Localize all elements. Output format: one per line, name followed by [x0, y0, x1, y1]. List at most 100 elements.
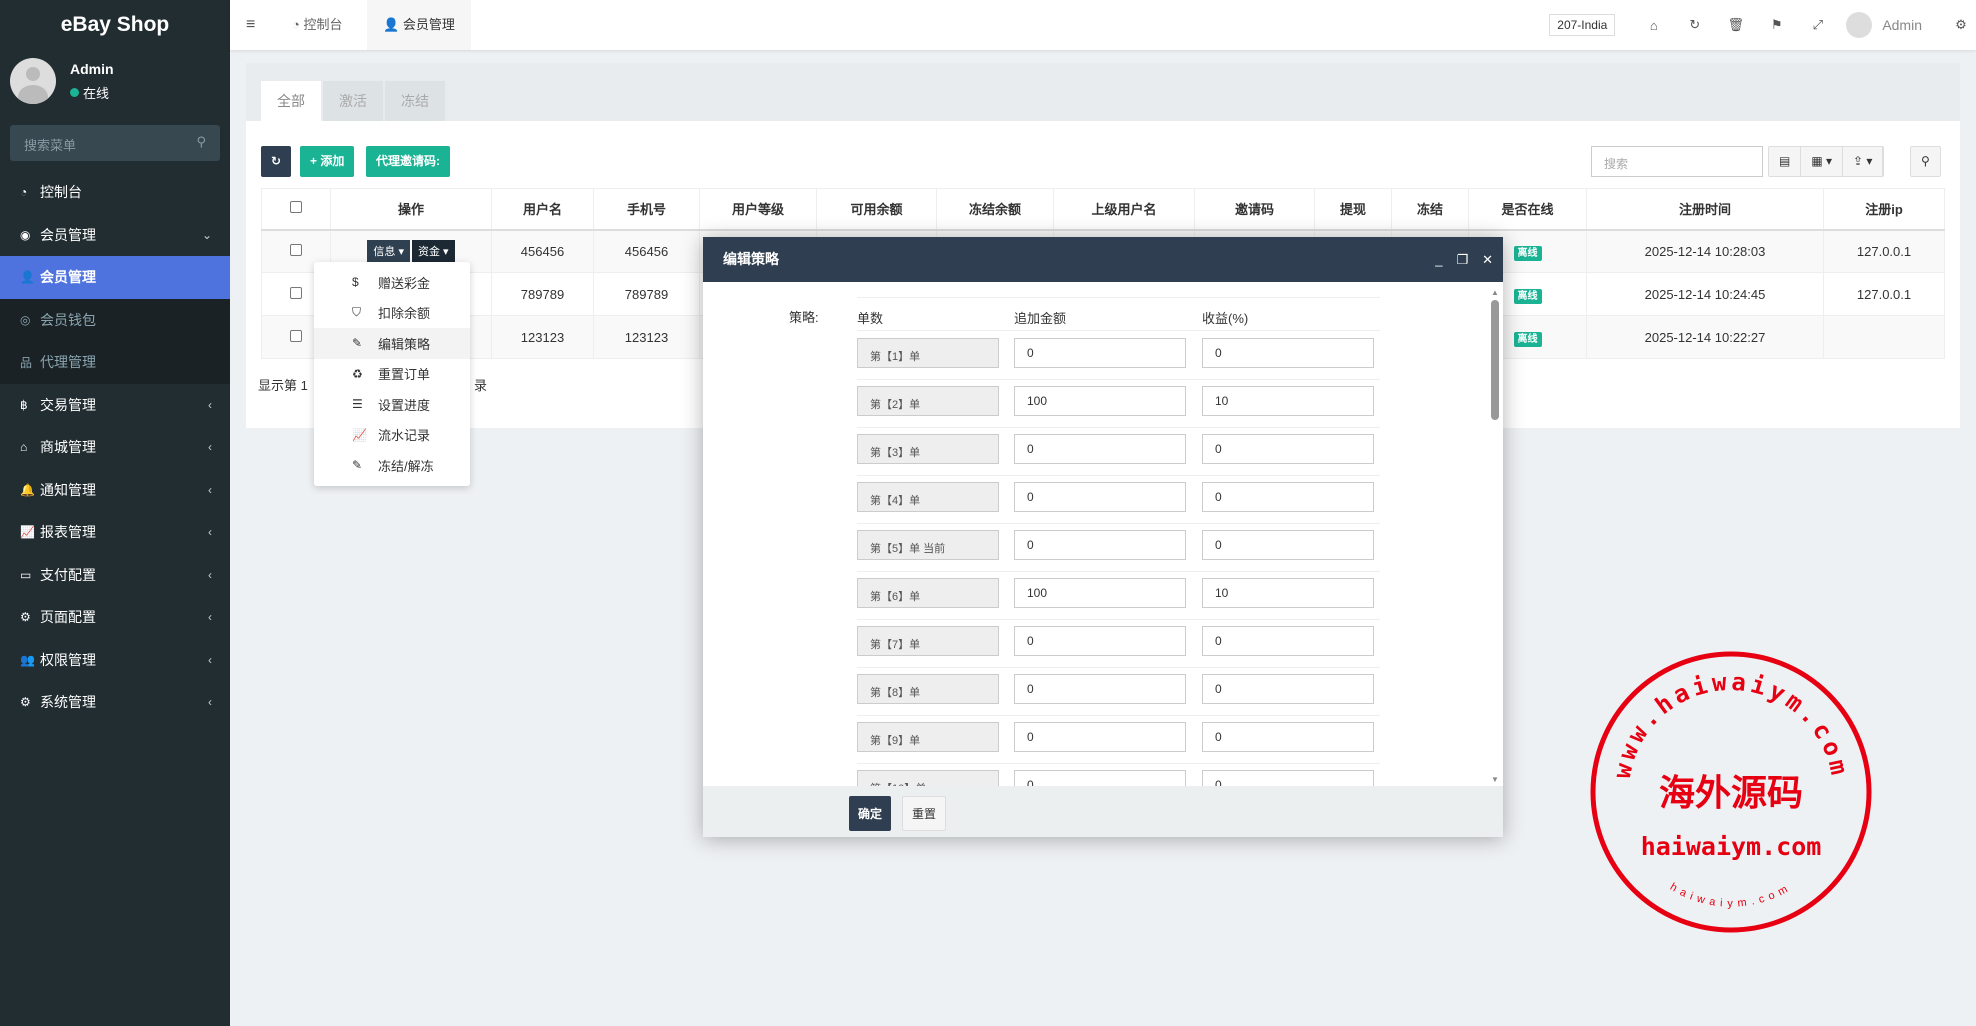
column-header[interactable]: 冻结余额 — [936, 188, 1054, 231]
menu-item[interactable]: ⛉ 扣除余额 — [314, 298, 470, 329]
sidebar-item-12[interactable]: ⚙ 系统管理 ‹ — [0, 681, 230, 724]
menu-item[interactable]: 📈 流水记录 — [314, 420, 470, 451]
fund-dropdown-button[interactable]: 资金 ▾ — [412, 240, 455, 263]
strategy-label: 策略: — [789, 310, 819, 325]
menu-item-label: 冻结/解冻 — [378, 458, 434, 474]
chevron-left-icon: ‹ — [208, 397, 212, 412]
column-header[interactable]: 冻结 — [1391, 188, 1469, 231]
rate-input[interactable]: 0 — [1202, 530, 1374, 560]
rate-input[interactable]: 0 — [1202, 626, 1374, 656]
sidebar-item-2[interactable]: 👤 会员管理 — [0, 256, 230, 299]
rate-input[interactable]: 0 — [1202, 770, 1374, 786]
amount-input[interactable]: 100 — [1014, 386, 1186, 416]
column-header[interactable]: 注册ip — [1823, 188, 1945, 231]
admin-name[interactable]: Admin — [1882, 17, 1922, 33]
admin-avatar[interactable] — [1846, 12, 1873, 38]
checkbox[interactable] — [290, 329, 302, 342]
sidebar-item-7[interactable]: 🔔 通知管理 ‹ — [0, 469, 230, 512]
sidebar-item-5[interactable]: ฿ 交易管理 ‹ — [0, 384, 230, 427]
amount-input[interactable]: 0 — [1014, 626, 1186, 656]
select-all-checkbox[interactable] — [261, 188, 331, 231]
menu-search-input[interactable]: 搜索菜单 ⚲ — [10, 125, 220, 161]
search-input[interactable]: 搜索 — [1591, 146, 1763, 177]
list-view-icon[interactable]: ▤ — [1769, 147, 1802, 176]
column-header[interactable]: 操作 — [330, 188, 492, 231]
menu-item[interactable]: ✎ 编辑策略 — [314, 328, 470, 359]
rate-input[interactable]: 0 — [1202, 722, 1374, 752]
tab-dashboard[interactable]: ◔ 控制台 — [292, 17, 343, 32]
sidebar-item-4[interactable]: 品代理管理 — [0, 341, 230, 384]
export-icon[interactable]: ⇪ ▾ — [1843, 147, 1884, 176]
strategy-row: 第【2】单 100 10 — [857, 380, 1380, 428]
sidebar-item-8[interactable]: 📈 报表管理 ‹ — [0, 511, 230, 554]
home-icon[interactable]: ⌂ — [1649, 17, 1658, 33]
column-header[interactable]: 用户名 — [491, 188, 594, 231]
strategy-row: 第【3】单 0 0 — [857, 428, 1380, 476]
reset-button[interactable]: 重置 — [902, 796, 947, 831]
column-header[interactable]: 可用余额 — [816, 188, 937, 231]
sidebar-item-1[interactable]: ◉ 会员管理 ⌄ — [0, 214, 230, 257]
amount-input[interactable]: 0 — [1014, 722, 1186, 752]
locale-selector[interactable]: 207-India — [1549, 14, 1616, 36]
sidebar-item-label: 商城管理 — [40, 439, 96, 456]
translate-icon[interactable]: ⚑ — [1770, 17, 1783, 32]
amount-input[interactable]: 0 — [1014, 530, 1186, 560]
columns-icon[interactable]: ▦ ▾ — [1801, 147, 1844, 176]
modal-scrollbar[interactable]: ▲ ▼ — [1491, 288, 1499, 784]
menu-item[interactable]: ♻ 重置订单 — [314, 359, 470, 390]
amount-input[interactable]: 0 — [1014, 482, 1186, 512]
search-button[interactable]: ⚲ — [1910, 146, 1941, 177]
amount-input[interactable]: 0 — [1014, 434, 1186, 464]
sidebar-item-label: 会员管理 — [40, 269, 96, 286]
checkbox[interactable] — [290, 286, 302, 299]
sidebar-item-3[interactable]: ◎ 会员钱包 — [0, 299, 230, 342]
amount-input[interactable]: 100 — [1014, 578, 1186, 608]
info-dropdown-button[interactable]: 信息 ▾ — [367, 240, 410, 263]
tab-member-management[interactable]: 👤 会员管理 — [367, 0, 471, 50]
column-header[interactable]: 手机号 — [593, 188, 700, 231]
tab-all[interactable]: 全部 — [261, 81, 321, 121]
add-button[interactable]: + 添加 — [300, 146, 355, 177]
tab-active[interactable]: 激活 — [323, 81, 383, 121]
user-name: Admin — [70, 60, 114, 77]
sidebar-item-10[interactable]: ⚙ 页面配置 ‹ — [0, 596, 230, 639]
refresh-icon[interactable]: ↻ — [1689, 17, 1701, 32]
invite-code-button[interactable]: 代理邀请码: — [366, 146, 450, 177]
table-cell: 456456 — [593, 229, 700, 273]
column-header[interactable]: 上级用户名 — [1053, 188, 1195, 231]
checkbox[interactable] — [290, 243, 302, 256]
order-label: 第【1】单 — [857, 338, 999, 368]
fullscreen-icon[interactable]: ⤢ — [1812, 17, 1824, 32]
rate-input[interactable]: 0 — [1202, 482, 1374, 512]
column-header[interactable]: 提现 — [1314, 188, 1392, 231]
amount-input[interactable]: 0 — [1014, 338, 1186, 368]
rate-input[interactable]: 10 — [1202, 386, 1374, 416]
close-icon[interactable]: ✕ — [1482, 252, 1493, 267]
column-header[interactable]: 邀请码 — [1194, 188, 1315, 231]
rate-input[interactable]: 0 — [1202, 674, 1374, 704]
trash-icon[interactable]: 🗑 — [1727, 17, 1745, 32]
amount-input[interactable]: 0 — [1014, 770, 1186, 786]
refresh-button[interactable]: ↻ — [261, 146, 292, 177]
maximize-icon[interactable]: ❐ — [1456, 252, 1469, 267]
sidebar-item-6[interactable]: ⌂ 商城管理 ‹ — [0, 426, 230, 469]
menu-item[interactable]: ☰ 设置进度 — [314, 389, 470, 420]
sidebar-item-0[interactable]: ◔ 控制台 — [0, 171, 230, 214]
sidebar-item-11[interactable]: 👥 权限管理 ‹ — [0, 639, 230, 682]
menu-item[interactable]: ✎ 冻结/解冻 — [314, 450, 470, 481]
sidebar-item-9[interactable]: ▭ 支付配置 ‹ — [0, 554, 230, 597]
confirm-button[interactable]: 确定 — [849, 796, 892, 831]
rate-input[interactable]: 10 — [1202, 578, 1374, 608]
column-header[interactable]: 是否在线 — [1468, 188, 1587, 231]
column-header[interactable]: 用户等级 — [699, 188, 817, 231]
hamburger-icon[interactable]: ≡ — [246, 16, 256, 33]
settings-icon[interactable]: ⚙ — [1955, 17, 1967, 32]
checkbox[interactable] — [290, 201, 302, 214]
rate-input[interactable]: 0 — [1202, 434, 1374, 464]
tab-frozen[interactable]: 冻结 — [385, 81, 445, 121]
menu-item[interactable]: $ 赠送彩金 — [314, 267, 470, 298]
rate-input[interactable]: 0 — [1202, 338, 1374, 368]
column-header[interactable]: 注册时间 — [1586, 188, 1824, 231]
amount-input[interactable]: 0 — [1014, 674, 1186, 704]
minimize-icon[interactable]: _ — [1435, 252, 1443, 267]
